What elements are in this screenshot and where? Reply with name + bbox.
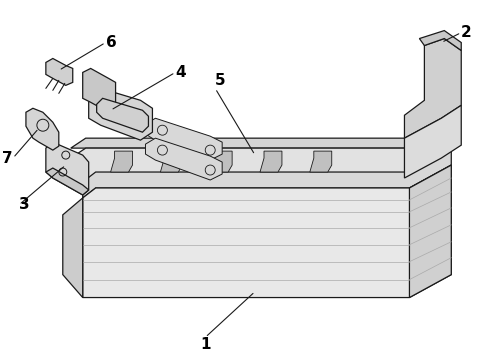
Text: 3: 3 (19, 197, 29, 212)
Polygon shape (83, 165, 451, 298)
Polygon shape (83, 68, 116, 112)
Polygon shape (89, 88, 152, 140)
Polygon shape (146, 138, 222, 180)
Text: 5: 5 (215, 73, 226, 88)
Polygon shape (419, 31, 461, 50)
Polygon shape (210, 151, 232, 172)
Polygon shape (111, 151, 132, 172)
Polygon shape (83, 150, 451, 198)
Polygon shape (146, 118, 222, 160)
Text: 1: 1 (200, 337, 211, 352)
Polygon shape (59, 158, 71, 178)
Text: 4: 4 (175, 65, 186, 80)
Polygon shape (71, 128, 441, 178)
Polygon shape (71, 118, 441, 148)
Polygon shape (63, 198, 83, 298)
Polygon shape (310, 151, 332, 172)
Text: 2: 2 (461, 25, 472, 40)
Polygon shape (410, 165, 451, 298)
Polygon shape (46, 168, 89, 195)
Text: 6: 6 (106, 35, 116, 50)
Polygon shape (46, 58, 73, 85)
Polygon shape (46, 142, 89, 195)
Polygon shape (160, 151, 182, 172)
Polygon shape (97, 98, 148, 132)
Text: 7: 7 (2, 150, 13, 166)
Polygon shape (404, 39, 461, 138)
Polygon shape (260, 151, 282, 172)
Polygon shape (26, 108, 59, 150)
Polygon shape (404, 105, 461, 178)
